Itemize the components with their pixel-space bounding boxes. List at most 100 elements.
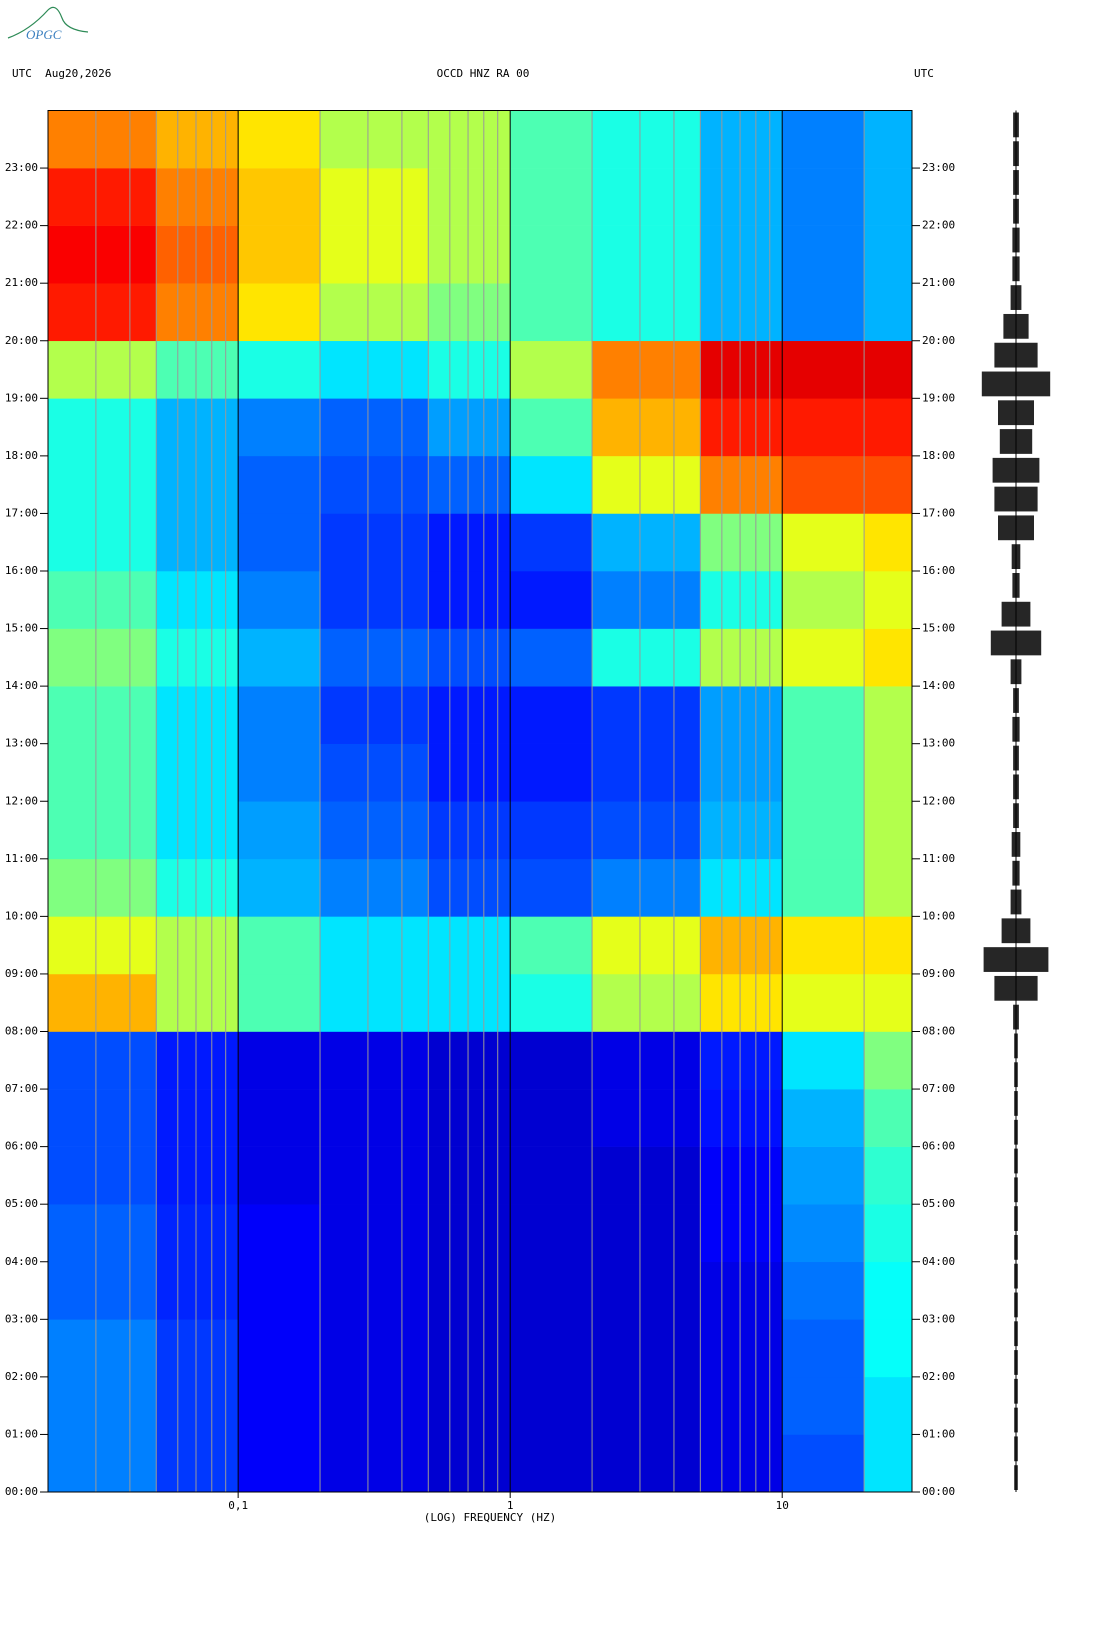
spectrogram-cell: [156, 858, 239, 917]
spectrogram-cell: [238, 801, 321, 860]
spectrogram-cell: [782, 916, 865, 975]
spectrogram-cell: [428, 686, 511, 744]
spectrogram-cell: [864, 1089, 913, 1147]
trace-burst: [994, 486, 1038, 512]
spectrogram-cell: [48, 398, 157, 457]
spectrogram-cell: [782, 571, 865, 629]
spectrogram-cell: [700, 686, 783, 744]
trace-burst: [1013, 688, 1019, 713]
spectrogram-cell: [156, 1376, 239, 1435]
spectrogram-cell: [156, 686, 239, 744]
spectrogram-cell: [320, 916, 429, 975]
spectrogram-cell: [48, 340, 157, 399]
y-tick-label-left: 03:00: [5, 1312, 38, 1325]
y-tick-label-right: 15:00: [922, 622, 955, 635]
trace-burst: [1014, 1033, 1018, 1059]
spectrogram-cell: [864, 916, 913, 975]
spectrogram-cell: [48, 858, 157, 917]
spectrogram-cell: [428, 168, 511, 226]
spectrogram-cell: [48, 1434, 157, 1493]
spectrogram-cell: [782, 1089, 865, 1147]
spectrogram-cell: [320, 1204, 429, 1263]
spectrogram-cell: [592, 743, 701, 802]
trace-burst: [1013, 198, 1019, 224]
spectrogram-cell: [428, 916, 511, 975]
spectrogram-cell: [156, 1261, 239, 1320]
spectrogram-cell: [510, 1146, 593, 1205]
trace-burst: [1014, 1436, 1018, 1462]
spectrogram-cell: [510, 1261, 593, 1320]
y-tick-label-right: 22:00: [922, 219, 955, 232]
spectrogram-cell: [700, 513, 783, 572]
trace-burst: [1011, 544, 1021, 569]
spectrogram-cell: [238, 398, 321, 457]
trace-burst: [990, 630, 1042, 656]
trace-burst: [1014, 1206, 1018, 1231]
trace-burst: [1014, 1263, 1018, 1289]
y-tick-label-left: 02:00: [5, 1370, 38, 1383]
spectrogram-cell: [782, 1319, 865, 1378]
spectrogram-cell: [320, 340, 429, 399]
spectrogram-cell: [592, 283, 701, 342]
trace-burst: [1013, 1004, 1019, 1030]
y-tick-label-right: 03:00: [922, 1312, 955, 1325]
spectrogram-cell: [428, 398, 511, 457]
spectrogram-cell: [48, 168, 157, 226]
spectrogram-cell: [510, 1089, 593, 1147]
y-tick-label-right: 20:00: [922, 334, 955, 347]
spectrogram-cell: [238, 1146, 321, 1205]
y-tick-label-right: 07:00: [922, 1082, 955, 1095]
spectrogram-cell: [48, 1031, 157, 1090]
spectrogram-cell: [510, 168, 593, 226]
y-tick-label-right: 14:00: [922, 679, 955, 692]
spectrogram-cell: [238, 455, 321, 514]
spectrogram-cell: [156, 225, 239, 284]
trace-burst: [998, 515, 1034, 541]
spectrogram-cell: [592, 1376, 701, 1435]
spectrogram-cell: [48, 1089, 157, 1147]
spectrogram-cell: [238, 1434, 321, 1493]
spectrogram-cell: [156, 1089, 239, 1147]
spectrogram-cell: [320, 1376, 429, 1435]
spectrogram-cell: [428, 225, 511, 284]
spectrogram-cell: [592, 513, 701, 572]
spectrogram-cell: [700, 1089, 783, 1147]
trace-burst: [1014, 1062, 1018, 1088]
spectrogram-cell: [428, 801, 511, 860]
trace-burst: [994, 975, 1038, 1001]
spectrogram-cell: [428, 1319, 511, 1378]
spectrogram-cell: [510, 1434, 593, 1493]
spectrogram-cell: [592, 340, 701, 399]
spectrogram-cell: [428, 743, 511, 802]
spectrogram-cell: [238, 858, 321, 917]
spectrogram-cell: [592, 973, 701, 1032]
trace-burst: [1013, 170, 1019, 195]
spectrogram-cell: [782, 801, 865, 860]
spectrogram-cell: [782, 225, 865, 284]
spectrogram-cell: [156, 628, 239, 687]
trace-burst: [1003, 313, 1029, 339]
spectrogram-cell: [700, 1319, 783, 1378]
trace-burst: [1010, 285, 1022, 310]
spectrogram-cell: [320, 283, 429, 342]
trace-burst: [1014, 1350, 1018, 1375]
spectrogram-cell: [700, 1376, 783, 1435]
spectrogram-cell: [700, 801, 783, 860]
trace-burst: [1014, 1177, 1018, 1203]
y-tick-label-left: 00:00: [5, 1485, 38, 1498]
spectrogram-cell: [510, 455, 593, 514]
spectrogram-cell: [592, 225, 701, 284]
spectrogram-cell: [320, 513, 429, 572]
spectrogram-cell: [782, 1261, 865, 1320]
spectrogram-cell: [592, 455, 701, 514]
spectrogram-cell: [238, 916, 321, 975]
spectrogram-cell: [320, 455, 429, 514]
spectrogram-cell: [700, 1204, 783, 1263]
y-tick-label-right: 02:00: [922, 1370, 955, 1383]
y-tick-label-left: 14:00: [5, 679, 38, 692]
spectrogram-cell: [320, 801, 429, 860]
spectrogram-cell: [700, 1146, 783, 1205]
spectrogram-cell: [700, 628, 783, 687]
spectrogram-cell: [700, 858, 783, 917]
spectrogram-cell: [48, 743, 157, 802]
